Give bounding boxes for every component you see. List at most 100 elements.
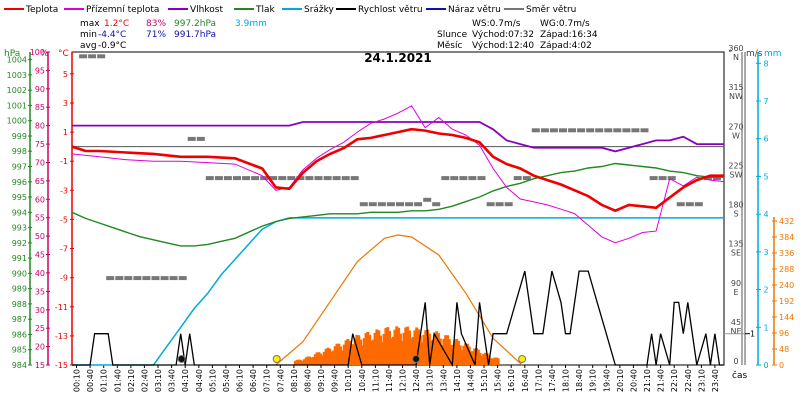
solar-bar (319, 353, 323, 365)
time-tick-label: 01:10 (100, 369, 109, 392)
humidity-tick-label: 50 (35, 232, 45, 241)
humidity-tick-label: 75 (35, 140, 45, 149)
wind-direction-mark (196, 136, 205, 141)
stats-min-label: min (80, 30, 97, 40)
hpa-tick-label: 986 (12, 331, 27, 340)
mm-tick-label: 4 (763, 210, 768, 219)
humidity-tick-label: 90 (35, 85, 45, 94)
time-tick-label: 13:10 (426, 369, 435, 392)
sunset-marker (518, 355, 527, 363)
solar-bar (397, 327, 401, 365)
stats-max-label: max (80, 19, 100, 29)
solar-bar (464, 343, 468, 365)
solar-bar (496, 358, 500, 365)
solar-bar (435, 331, 439, 365)
dir-tick-label: 135 (728, 240, 743, 249)
solar-bar (469, 351, 473, 365)
wind-direction-mark (242, 176, 251, 181)
wm2-tick-label: 336 (779, 249, 794, 258)
wind-direction-mark (450, 176, 459, 181)
solar-bar (335, 343, 339, 365)
hpa-tick-label: 993 (12, 224, 27, 233)
solar-bar (379, 335, 382, 365)
wind-direction-mark (341, 176, 350, 181)
wind-direction-mark (577, 128, 586, 133)
stats-max-rain: 3.9mm (235, 19, 267, 29)
solar-bar (328, 348, 332, 365)
wind-direction-mark (142, 276, 151, 281)
chart-title: 24.1.2021 (364, 51, 432, 65)
time-tick-label: 22:40 (684, 369, 693, 392)
wind-direction-mark (359, 202, 368, 207)
dir-compass-label: N (733, 53, 739, 62)
solar-bar (402, 332, 406, 365)
humidity-tick-label: 70 (35, 159, 45, 168)
time-tick-label: 15:40 (494, 369, 503, 392)
wind-direction-mark (169, 276, 178, 281)
axis-header-pct: % (40, 49, 49, 59)
wind-direction-mark (396, 202, 404, 207)
solar-bar (453, 340, 457, 365)
hpa-tick-label: 995 (12, 193, 27, 202)
time-tick-label: 04:40 (195, 369, 204, 392)
wind-direction-mark (115, 276, 124, 281)
solar-bar (471, 351, 475, 365)
solar-bar (322, 351, 326, 365)
dir-compass-label: W (732, 131, 740, 140)
hpa-tick-label: 1003 (7, 71, 27, 80)
wind-direction-mark (495, 202, 504, 207)
axis-wind-speed: 1 (744, 52, 755, 365)
solar-bar (458, 345, 462, 365)
solar-bar (312, 357, 315, 365)
legend-wind-gust: Náraz větru (426, 5, 501, 15)
hpa-tick-label: 999 (12, 132, 27, 141)
legend: Teplota Přízemní teplota Vlhkost Tlak Sr… (4, 5, 576, 15)
hpa-tick-label: 1001 (7, 101, 27, 110)
time-tick-label: 14:40 (466, 369, 475, 392)
time-tick-label: 14:10 (453, 369, 462, 392)
solar-bar (404, 327, 408, 365)
solar-bar (480, 356, 484, 365)
solar-bar (438, 338, 442, 365)
wind-direction-marks (79, 54, 721, 281)
wind-direction-mark (133, 276, 142, 281)
solar-bar (353, 338, 357, 365)
wind-direction-mark (160, 276, 169, 281)
solar-bar (420, 342, 424, 365)
solar-bar (373, 332, 377, 365)
dir-tick-label: 0 (733, 357, 738, 366)
axis-header-ms: m/s (746, 49, 763, 59)
wind-direction-mark (604, 128, 613, 133)
hpa-tick-label: 1000 (7, 117, 27, 126)
temperature-tick-label: -13 (55, 332, 68, 341)
wind-direction-mark (613, 128, 622, 133)
hpa-tick-label: 998 (12, 147, 27, 156)
wind-direction-mark (79, 54, 88, 59)
humidity-tick-label: 35 (35, 287, 45, 296)
solar-bar (310, 357, 314, 365)
wind-direction-mark (559, 128, 567, 133)
wind-direction-mark (667, 176, 676, 181)
humidity-line (72, 121, 724, 153)
solar-bar (418, 335, 422, 365)
time-tick-label: 11:40 (385, 369, 394, 392)
time-tick-label: 11:10 (371, 369, 380, 392)
axis-header-degc: °C (58, 49, 69, 59)
solar-bar (465, 343, 469, 365)
dir-compass-label: SE (731, 249, 741, 258)
mm-tick-label: 1 (763, 323, 768, 332)
solar-bar (395, 326, 399, 365)
solar-bar (297, 359, 301, 365)
time-tick-label: 03:10 (154, 369, 163, 392)
humidity-tick-label: 15 (35, 361, 45, 370)
solar-bar (337, 343, 341, 365)
dir-tick-label: 270 (728, 122, 743, 131)
humidity-tick-label: 60 (35, 195, 45, 204)
solar-bar (406, 326, 410, 365)
time-tick-label: 19:40 (602, 369, 611, 392)
solar-bar (304, 357, 308, 365)
wm2-tick-label: 192 (779, 297, 794, 306)
solar-bar (409, 338, 413, 365)
temperature-tick-label: 1 (63, 128, 68, 137)
solar-bar (331, 350, 335, 365)
